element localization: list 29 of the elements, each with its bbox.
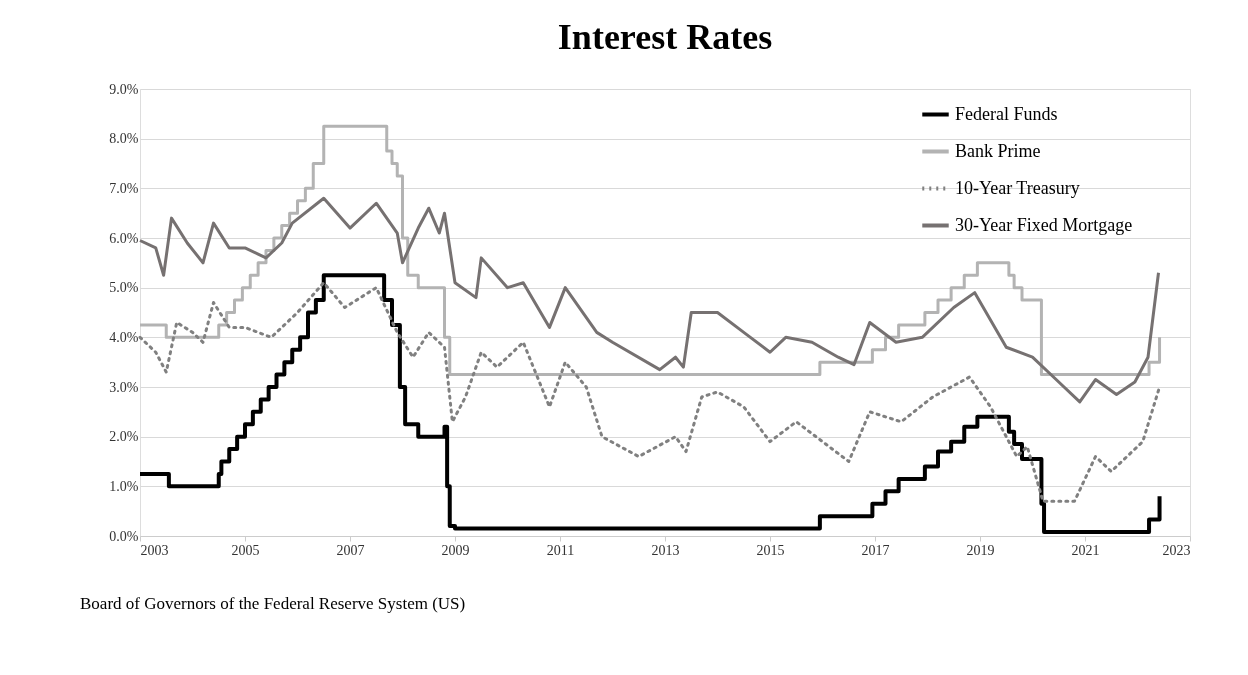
x-tick-label: 2017	[861, 542, 890, 558]
x-tick-label: 2003	[140, 542, 169, 558]
y-tick-label: 3.0%	[109, 379, 139, 395]
legend-label: 30-Year Fixed Mortgage	[955, 214, 1133, 235]
legend-label: 10-Year Treasury	[955, 177, 1080, 198]
chart-title: Interest Rates	[557, 17, 773, 57]
x-tick-label: 2019	[966, 542, 995, 558]
y-tick-label: 6.0%	[109, 230, 139, 246]
y-tick-label: 2.0%	[109, 429, 139, 445]
y-tick-label: 0.0%	[109, 528, 139, 544]
line-series	[138, 281, 1162, 503]
y-tick-label: 9.0%	[109, 81, 139, 97]
x-tick-label: 2013	[651, 542, 680, 558]
y-tick-label: 7.0%	[109, 180, 139, 196]
x-tick-label: 2021	[1071, 542, 1100, 558]
line-series	[138, 196, 1160, 404]
legend-label: Bank Prime	[955, 140, 1041, 161]
y-tick-label: 8.0%	[109, 131, 139, 147]
x-tick-label: 2011	[546, 542, 575, 558]
x-tick-label: 2005	[231, 542, 260, 558]
x-tick-label: 2009	[441, 542, 470, 558]
x-tick-label: 2007	[336, 542, 365, 558]
x-tick-label: 2015	[756, 542, 785, 558]
y-tick-label: 4.0%	[109, 329, 139, 345]
text: Board of Governors of the Federal Reserve System (US)	[80, 594, 466, 613]
y-tick-label: 1.0%	[109, 478, 139, 494]
legend-label: Federal Funds	[955, 103, 1058, 124]
y-tick-label: 5.0%	[109, 280, 139, 296]
x-tick-label: 2023	[1162, 542, 1191, 558]
